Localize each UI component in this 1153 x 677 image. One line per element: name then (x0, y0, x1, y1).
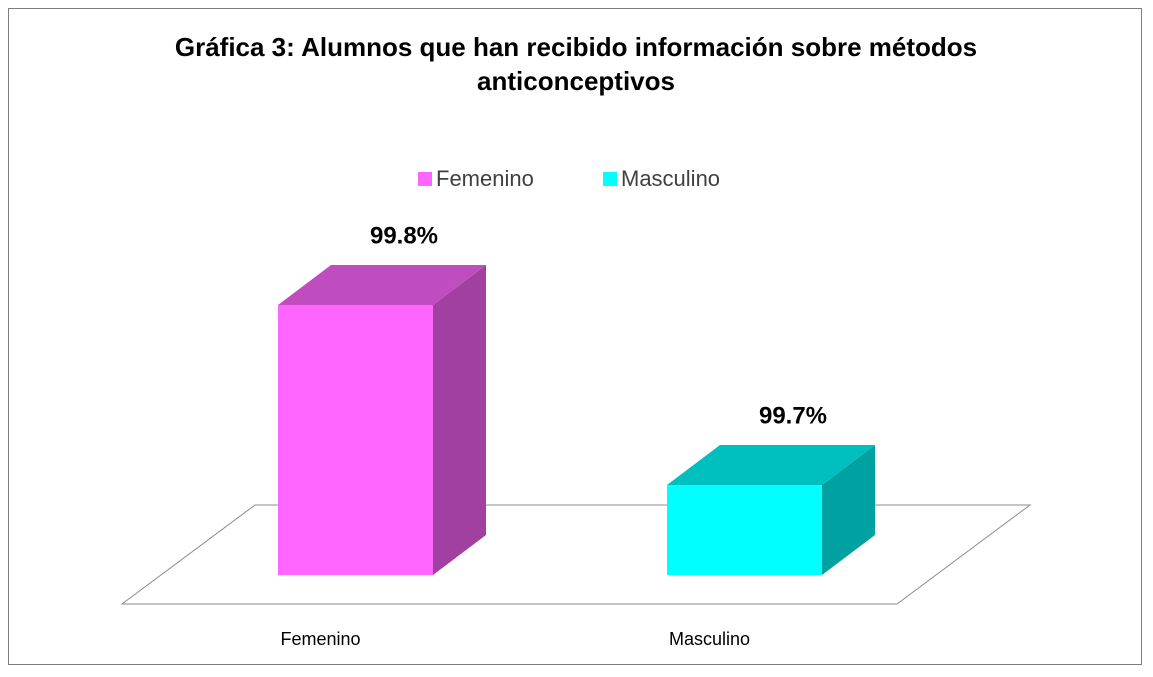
data-label: 99.8% (370, 222, 438, 249)
data-label: 99.7% (759, 402, 827, 429)
bar-side (433, 265, 486, 575)
legend-label: Masculino (621, 166, 720, 191)
bar-top (278, 265, 486, 305)
legend-swatch (418, 172, 432, 186)
x-tick-label: Masculino (669, 629, 750, 649)
floor (120, 504, 1032, 605)
bar-top (667, 445, 875, 485)
x-tick-label: Femenino (280, 629, 360, 649)
bar (667, 485, 822, 575)
chart-frame (8, 8, 1142, 665)
bar (278, 305, 433, 575)
bar-side (822, 445, 875, 575)
legend-label: Femenino (436, 166, 534, 191)
legend-swatch (603, 172, 617, 186)
chart-title: Gráfica 3: Alumnos que han recibido info… (174, 32, 978, 96)
